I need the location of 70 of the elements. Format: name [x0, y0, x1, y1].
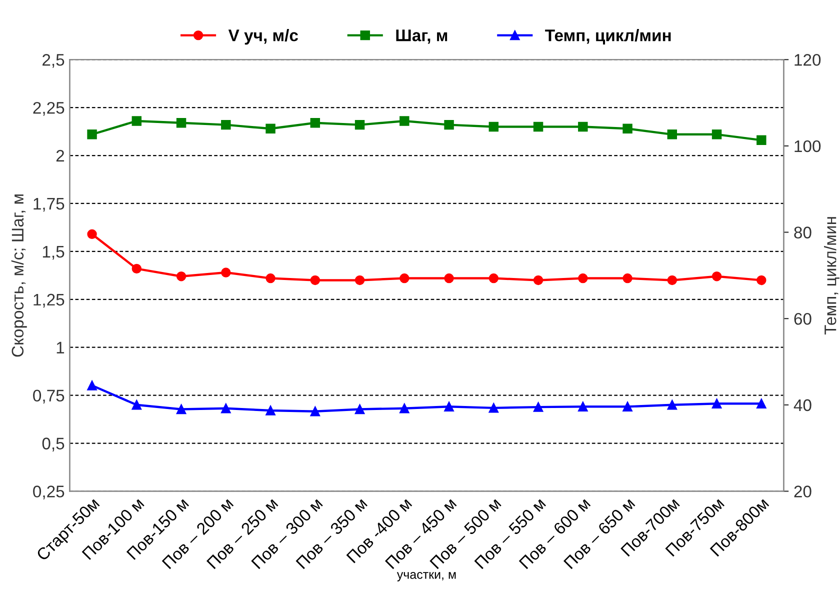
- point: [578, 122, 588, 132]
- point: [667, 400, 678, 410]
- point: [310, 406, 320, 416]
- point: [756, 275, 766, 286]
- point: [712, 398, 722, 408]
- point: [266, 124, 276, 134]
- point: [176, 404, 186, 414]
- point: [87, 380, 97, 390]
- y-tick-label: 0,75: [33, 390, 64, 404]
- point: [667, 130, 678, 140]
- point: [578, 273, 588, 284]
- y-tick-label: 2,5: [42, 54, 64, 68]
- point: [310, 275, 320, 286]
- y-tick-label: 2,25: [33, 102, 64, 116]
- point: [756, 398, 766, 408]
- point: [488, 403, 499, 413]
- y2-tick-label: 20: [794, 486, 812, 498]
- point: [266, 273, 276, 284]
- point: [87, 229, 97, 240]
- point: [444, 120, 454, 130]
- point: [444, 402, 454, 412]
- point: [488, 273, 499, 284]
- y2-axis-title: Темп, цикл/мин: [824, 217, 840, 334]
- point: [221, 403, 231, 414]
- point: [266, 406, 276, 416]
- x-axis-title: участки, м: [396, 572, 456, 582]
- point: [354, 120, 365, 130]
- y2-tick-label: 100: [794, 140, 821, 152]
- point: [622, 273, 632, 284]
- point: [712, 272, 722, 282]
- y-tick-label: 1,75: [34, 198, 64, 212]
- point: [132, 116, 142, 126]
- legend-label: V уч, м/с: [228, 29, 298, 45]
- legend-label: Темп, цикл/мин: [545, 29, 671, 44]
- point: [354, 275, 365, 286]
- y-tick-label: 0,5: [42, 438, 64, 452]
- y2-tick-label: 40: [794, 399, 812, 412]
- point: [533, 402, 544, 412]
- point: [622, 124, 632, 134]
- point: [578, 402, 588, 412]
- point: [622, 402, 632, 412]
- y2-tick-label: 80: [794, 226, 812, 238]
- y-tick-label: 0,25: [33, 486, 64, 500]
- point: [221, 120, 231, 130]
- point: [444, 273, 454, 284]
- point: [533, 275, 544, 286]
- y-tick-label: 1: [56, 342, 64, 354]
- point: [400, 403, 410, 414]
- point: [176, 118, 186, 128]
- point: [400, 116, 410, 126]
- point: [310, 118, 320, 128]
- y2-tick-label: 120: [794, 54, 821, 66]
- point: [176, 272, 186, 282]
- point: [132, 400, 142, 410]
- point: [87, 130, 97, 140]
- point: [533, 122, 544, 132]
- y-axis-title: Скорость, м/с; Шаг, м: [11, 194, 27, 357]
- point: [667, 275, 678, 286]
- point: [221, 268, 231, 278]
- y-tick-label: 2: [56, 150, 64, 162]
- legend-label: Шаг, м: [396, 30, 448, 44]
- point: [712, 130, 722, 140]
- point: [756, 135, 766, 146]
- y2-tick-label: 60: [794, 312, 812, 325]
- point: [488, 122, 499, 132]
- y-tick-label: 1,5: [42, 246, 64, 260]
- y-tick-label: 1,25: [34, 294, 64, 308]
- point: [354, 404, 365, 414]
- point: [400, 273, 410, 284]
- point: [132, 264, 142, 274]
